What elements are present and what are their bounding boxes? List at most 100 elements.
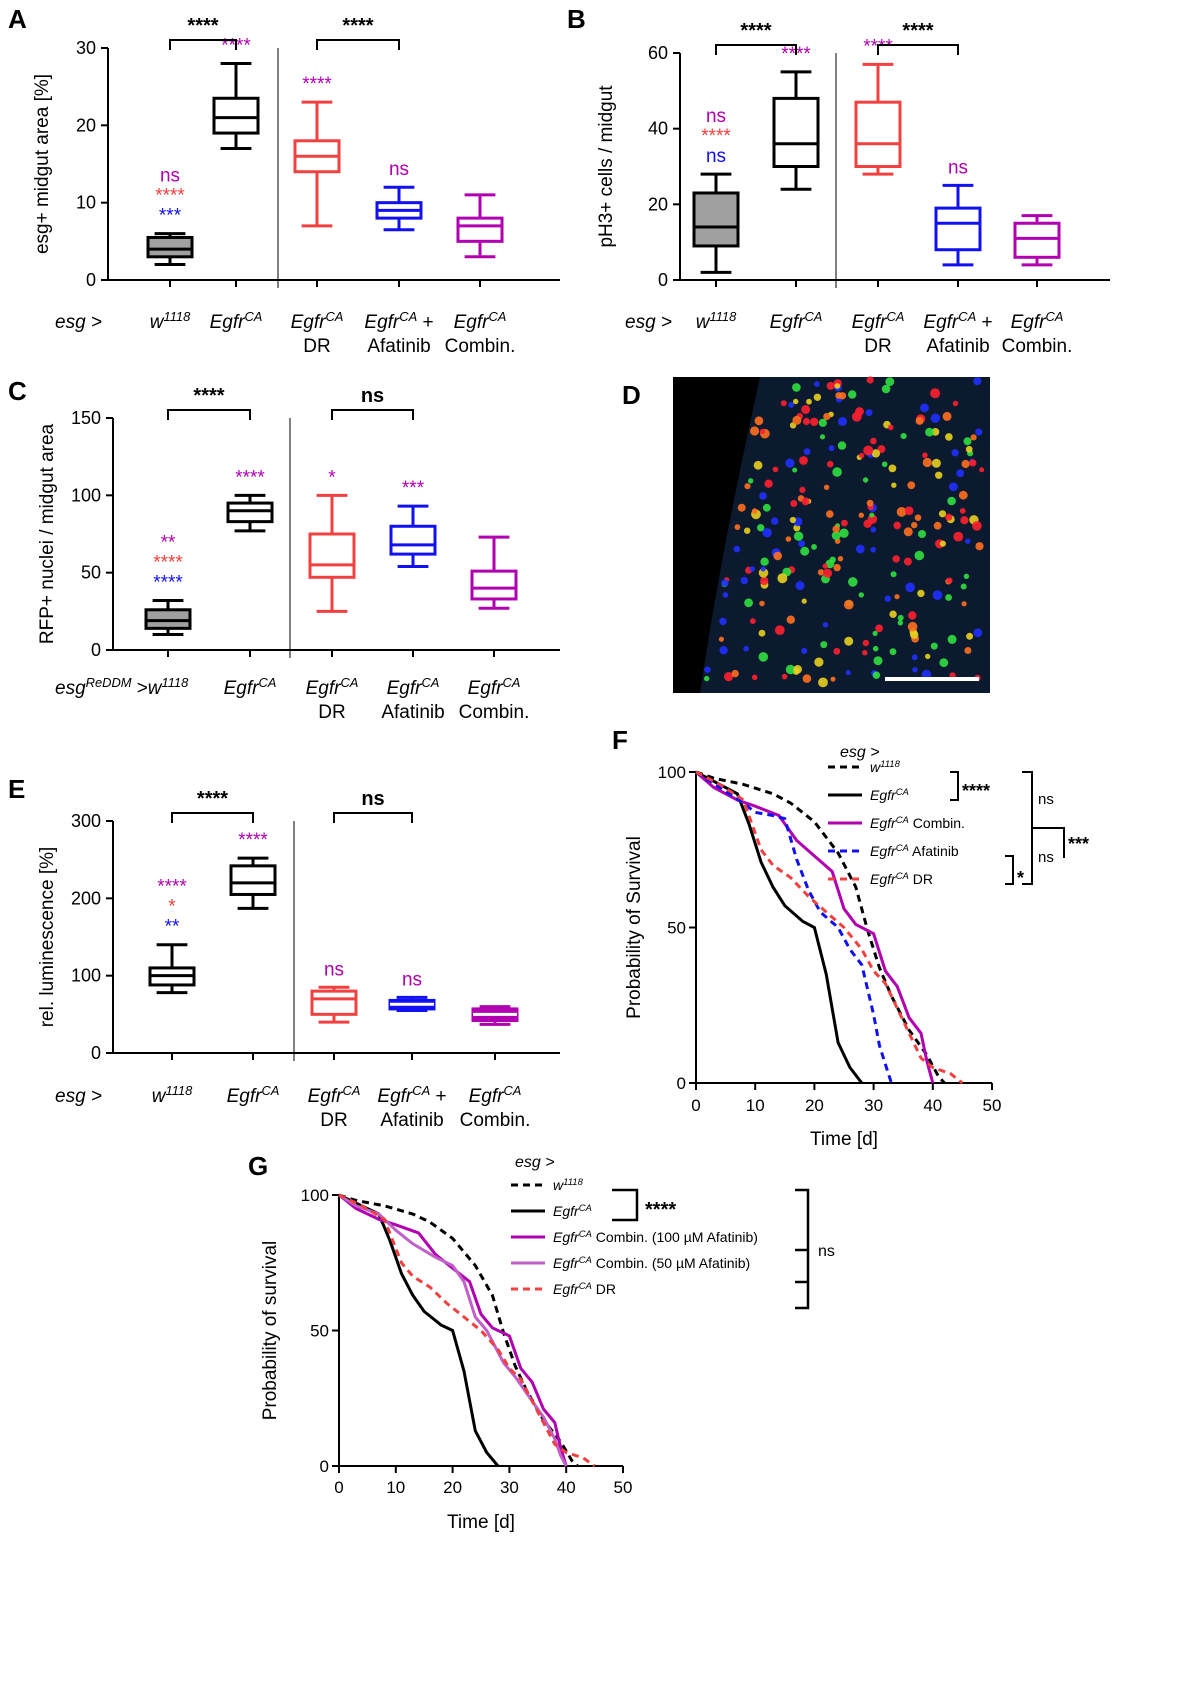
- nucleus: [774, 625, 785, 635]
- nucleus: [831, 531, 841, 540]
- survival-curve: [695, 770, 964, 1085]
- chart-panel-f: F 0 10 20 30 40 50 0 50 100 Probability of Surviva…: [612, 725, 1089, 1150]
- category-label: EgfrCA +: [377, 1083, 446, 1108]
- significance-label: *: [168, 897, 176, 918]
- nucleus: [963, 437, 972, 446]
- significance-label: **: [161, 533, 176, 554]
- nucleus: [793, 398, 799, 405]
- nucleus: [922, 452, 928, 459]
- nucleus: [961, 459, 970, 469]
- category-label-line2: DR: [320, 1110, 347, 1131]
- nucleus: [833, 647, 841, 655]
- nucleus: [771, 517, 779, 525]
- nucleus: [760, 566, 766, 572]
- nucleus: [780, 400, 787, 407]
- nucleus: [826, 381, 835, 390]
- category-label-line2: Afatinib: [926, 336, 989, 357]
- nucleus: [773, 551, 782, 561]
- nucleus: [845, 670, 851, 676]
- comparison-bracket: [333, 812, 413, 823]
- x-tick-label: 10: [746, 1096, 765, 1115]
- nucleus: [772, 466, 779, 473]
- nucleus: [922, 457, 932, 468]
- y-tick-label: 150: [71, 408, 101, 428]
- nucleus: [862, 650, 868, 656]
- nucleus: [793, 665, 802, 674]
- nucleus: [960, 583, 967, 590]
- nucleus: [801, 598, 807, 604]
- nucleus: [826, 510, 834, 518]
- panel-label: E: [8, 774, 25, 804]
- nucleus: [760, 576, 769, 586]
- nucleus: [865, 409, 873, 417]
- nucleus: [806, 398, 812, 405]
- nucleus: [748, 478, 754, 484]
- y-tick-label: 0: [320, 1457, 329, 1476]
- x-axis-label: Time [d]: [810, 1129, 878, 1150]
- panel-label: F: [612, 725, 628, 755]
- category-label: EgfrCA +: [364, 309, 433, 334]
- panel-label: B: [567, 4, 586, 34]
- nucleus: [759, 600, 765, 607]
- significance-label: ****: [155, 186, 185, 207]
- nucleus: [841, 519, 848, 527]
- box: [772, 96, 820, 168]
- nucleus: [802, 417, 811, 426]
- nucleus: [835, 392, 843, 399]
- nucleus: [793, 531, 804, 541]
- y-tick-label: 100: [658, 763, 686, 782]
- nucleus: [918, 530, 926, 538]
- category-label-line2: Afatinib: [381, 702, 444, 723]
- legend-title: esg >: [515, 1154, 555, 1171]
- y-tick-label: 30: [76, 38, 96, 58]
- category-label-line2: Combin.: [460, 1110, 531, 1131]
- nucleus: [932, 590, 943, 600]
- category-label: EgfrCA: [291, 309, 344, 334]
- significance-label: ***: [402, 478, 425, 499]
- y-tick-label: 0: [677, 1074, 686, 1093]
- nucleus: [945, 513, 953, 521]
- category-label-line2: DR: [318, 702, 345, 723]
- nucleus: [960, 516, 969, 525]
- category-label-line2: Afatinib: [367, 336, 430, 357]
- nucleus: [961, 601, 967, 607]
- nucleus: [949, 672, 956, 679]
- nucleus: [754, 416, 764, 426]
- significance-label: **: [165, 917, 180, 938]
- category-label-line2: Combin.: [459, 702, 530, 723]
- category-label: EgfrCA: [770, 309, 823, 334]
- y-tick-label: 20: [648, 194, 668, 214]
- nucleus: [881, 461, 888, 468]
- nucleus: [731, 669, 739, 678]
- bracket-label: ****: [902, 20, 933, 42]
- category-label: EgfrCA: [852, 309, 905, 334]
- nucleus: [724, 672, 734, 682]
- nucleus: [801, 405, 811, 414]
- nucleus: [965, 538, 971, 544]
- nucleus: [910, 630, 919, 639]
- nucleus: [911, 521, 918, 529]
- nucleus: [870, 526, 877, 533]
- nucleus: [818, 677, 828, 688]
- nucleus: [749, 566, 755, 572]
- nucleus: [891, 482, 897, 488]
- nucleus: [884, 595, 891, 602]
- x-tick-label: 40: [557, 1478, 576, 1497]
- nucleus: [933, 521, 942, 530]
- nucleus: [759, 492, 767, 500]
- nucleus: [792, 467, 798, 473]
- nucleus: [908, 611, 917, 620]
- nucleus: [786, 615, 795, 624]
- nucleus: [872, 671, 881, 679]
- nucleus: [744, 483, 751, 490]
- bracket-label: ****: [187, 15, 218, 37]
- sig-label: *: [1017, 868, 1024, 888]
- nucleus: [885, 377, 895, 386]
- sig-label: ns: [818, 1243, 835, 1260]
- bracket-label: ****: [197, 788, 228, 810]
- significance-label: ns: [948, 157, 968, 178]
- nucleus: [785, 536, 792, 542]
- survival-curve: [338, 1193, 500, 1467]
- significance-label: *: [328, 467, 336, 488]
- nucleus: [935, 471, 943, 479]
